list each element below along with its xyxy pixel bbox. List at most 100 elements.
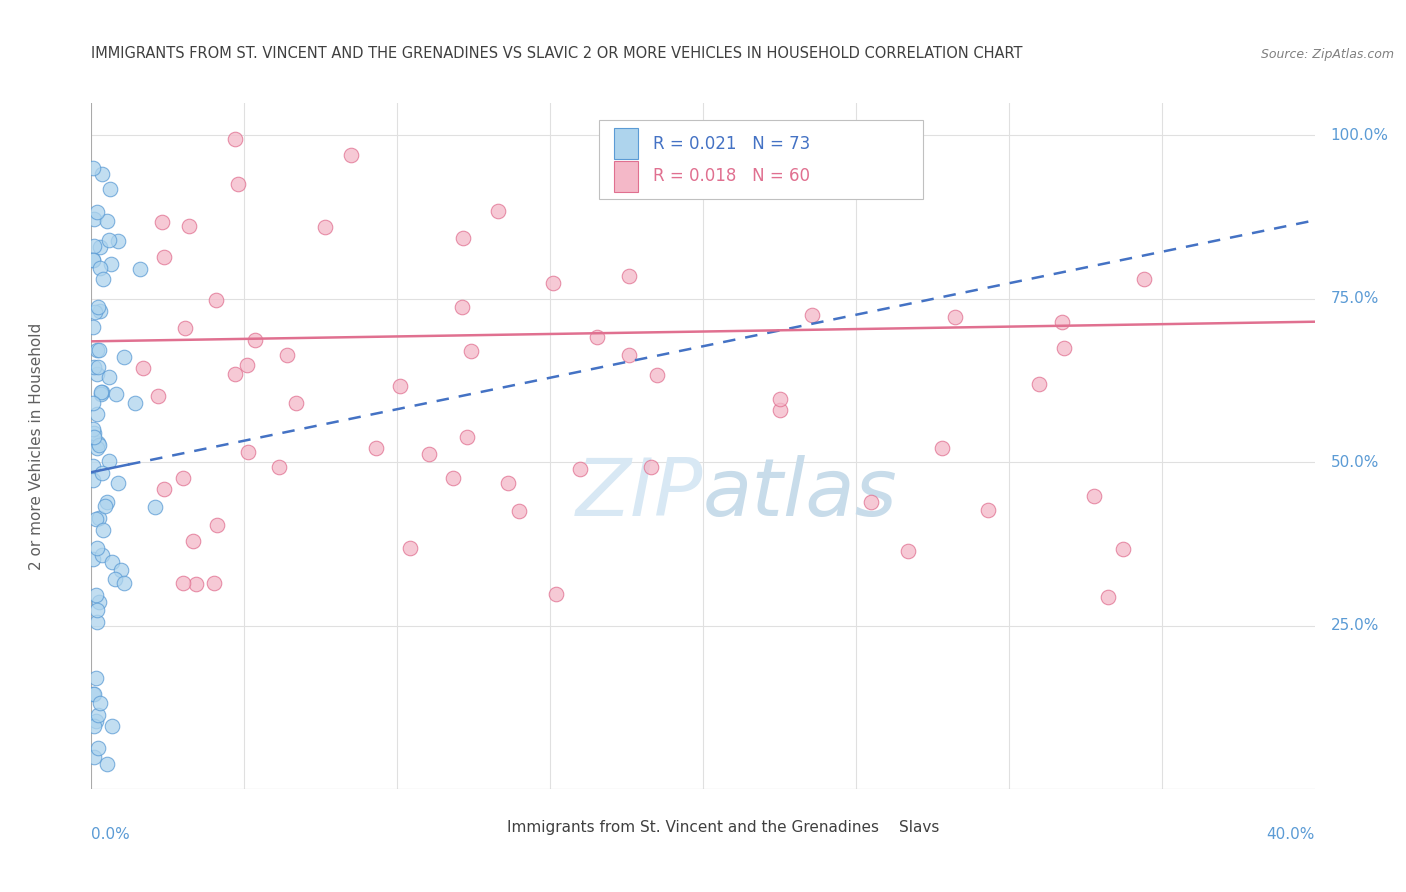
Point: [1083, 489, 1105, 503]
Point: [83, 425, 105, 440]
Point: [97, 234, 120, 248]
Point: [89, 303, 111, 318]
Point: [544, 587, 567, 601]
Point: [96, 757, 118, 772]
Point: [107, 476, 129, 491]
Point: [174, 320, 197, 334]
Point: [897, 543, 920, 558]
Point: [285, 395, 308, 409]
Point: [83, 360, 105, 375]
Text: 50.0%: 50.0%: [1330, 455, 1379, 470]
Point: [82, 320, 104, 334]
Point: [441, 471, 464, 485]
Point: [931, 441, 953, 455]
Point: [768, 392, 790, 407]
Text: R = 0.021   N = 73: R = 0.021 N = 73: [652, 135, 810, 153]
Point: [91, 466, 114, 480]
Point: [399, 541, 422, 555]
Point: [86, 588, 108, 602]
Point: [112, 350, 135, 364]
Point: [89, 343, 111, 357]
Point: [110, 563, 132, 577]
Point: [100, 719, 122, 733]
FancyBboxPatch shape: [613, 161, 638, 192]
Point: [340, 148, 363, 162]
Text: R = 0.018   N = 60: R = 0.018 N = 60: [652, 167, 810, 185]
Point: [617, 268, 640, 283]
Text: IMMIGRANTS FROM ST. VINCENT AND THE GRENADINES VS SLAVIC 2 OR MORE VEHICLES IN H: IMMIGRANTS FROM ST. VINCENT AND THE GREN…: [91, 46, 1024, 62]
Point: [83, 688, 105, 702]
Point: [83, 718, 105, 732]
Text: 75.0%: 75.0%: [1330, 292, 1379, 306]
Point: [235, 359, 257, 373]
Point: [86, 367, 108, 381]
Text: Source: ZipAtlas.com: Source: ZipAtlas.com: [1261, 48, 1395, 62]
Point: [86, 603, 108, 617]
Point: [82, 458, 104, 473]
Point: [86, 205, 108, 219]
Point: [1050, 315, 1073, 329]
Point: [84, 512, 107, 526]
Point: [388, 379, 411, 393]
Point: [153, 482, 176, 496]
Point: [83, 430, 105, 444]
Point: [640, 460, 662, 475]
Point: [86, 441, 108, 455]
Point: [205, 293, 228, 307]
FancyBboxPatch shape: [613, 128, 638, 160]
Text: Immigrants from St. Vincent and the Grenadines: Immigrants from St. Vincent and the Gren…: [508, 820, 879, 835]
Point: [96, 494, 118, 508]
Point: [152, 215, 174, 229]
Point: [82, 551, 104, 566]
Point: [267, 460, 290, 475]
Point: [132, 361, 155, 376]
Point: [1112, 541, 1135, 556]
Point: [87, 437, 110, 451]
Point: [90, 168, 112, 182]
Point: [83, 749, 105, 764]
Point: [228, 177, 250, 191]
Point: [90, 384, 112, 399]
Point: [89, 260, 111, 275]
Point: [976, 503, 998, 517]
Point: [82, 253, 104, 268]
Point: [87, 708, 110, 723]
Point: [172, 576, 194, 591]
Point: [82, 396, 104, 410]
Point: [124, 396, 146, 410]
Point: [114, 576, 136, 591]
Point: [91, 549, 114, 563]
Point: [82, 474, 104, 488]
Text: 2 or more Vehicles in Household: 2 or more Vehicles in Household: [30, 322, 44, 570]
Point: [172, 471, 194, 485]
Point: [456, 430, 478, 444]
Point: [202, 576, 225, 591]
Point: [86, 615, 108, 630]
Point: [84, 671, 107, 685]
Point: [90, 386, 112, 401]
Point: [83, 239, 105, 253]
Point: [314, 220, 336, 235]
Point: [93, 499, 115, 513]
Point: [84, 305, 107, 319]
Point: [82, 687, 104, 701]
Point: [98, 454, 121, 468]
Point: [91, 272, 114, 286]
Point: [89, 696, 111, 710]
Point: [364, 442, 387, 456]
Point: [87, 510, 110, 524]
Point: [104, 386, 127, 401]
Text: ZIP: ZIP: [575, 455, 703, 533]
Point: [276, 348, 298, 362]
Point: [91, 385, 114, 400]
Text: 0.0%: 0.0%: [91, 827, 131, 842]
Point: [543, 276, 565, 290]
Point: [87, 740, 110, 755]
Point: [1133, 272, 1156, 286]
Point: [96, 213, 118, 227]
Point: [86, 407, 108, 421]
Point: [460, 344, 482, 359]
Point: [82, 422, 104, 436]
Point: [86, 541, 108, 556]
Point: [97, 369, 120, 384]
